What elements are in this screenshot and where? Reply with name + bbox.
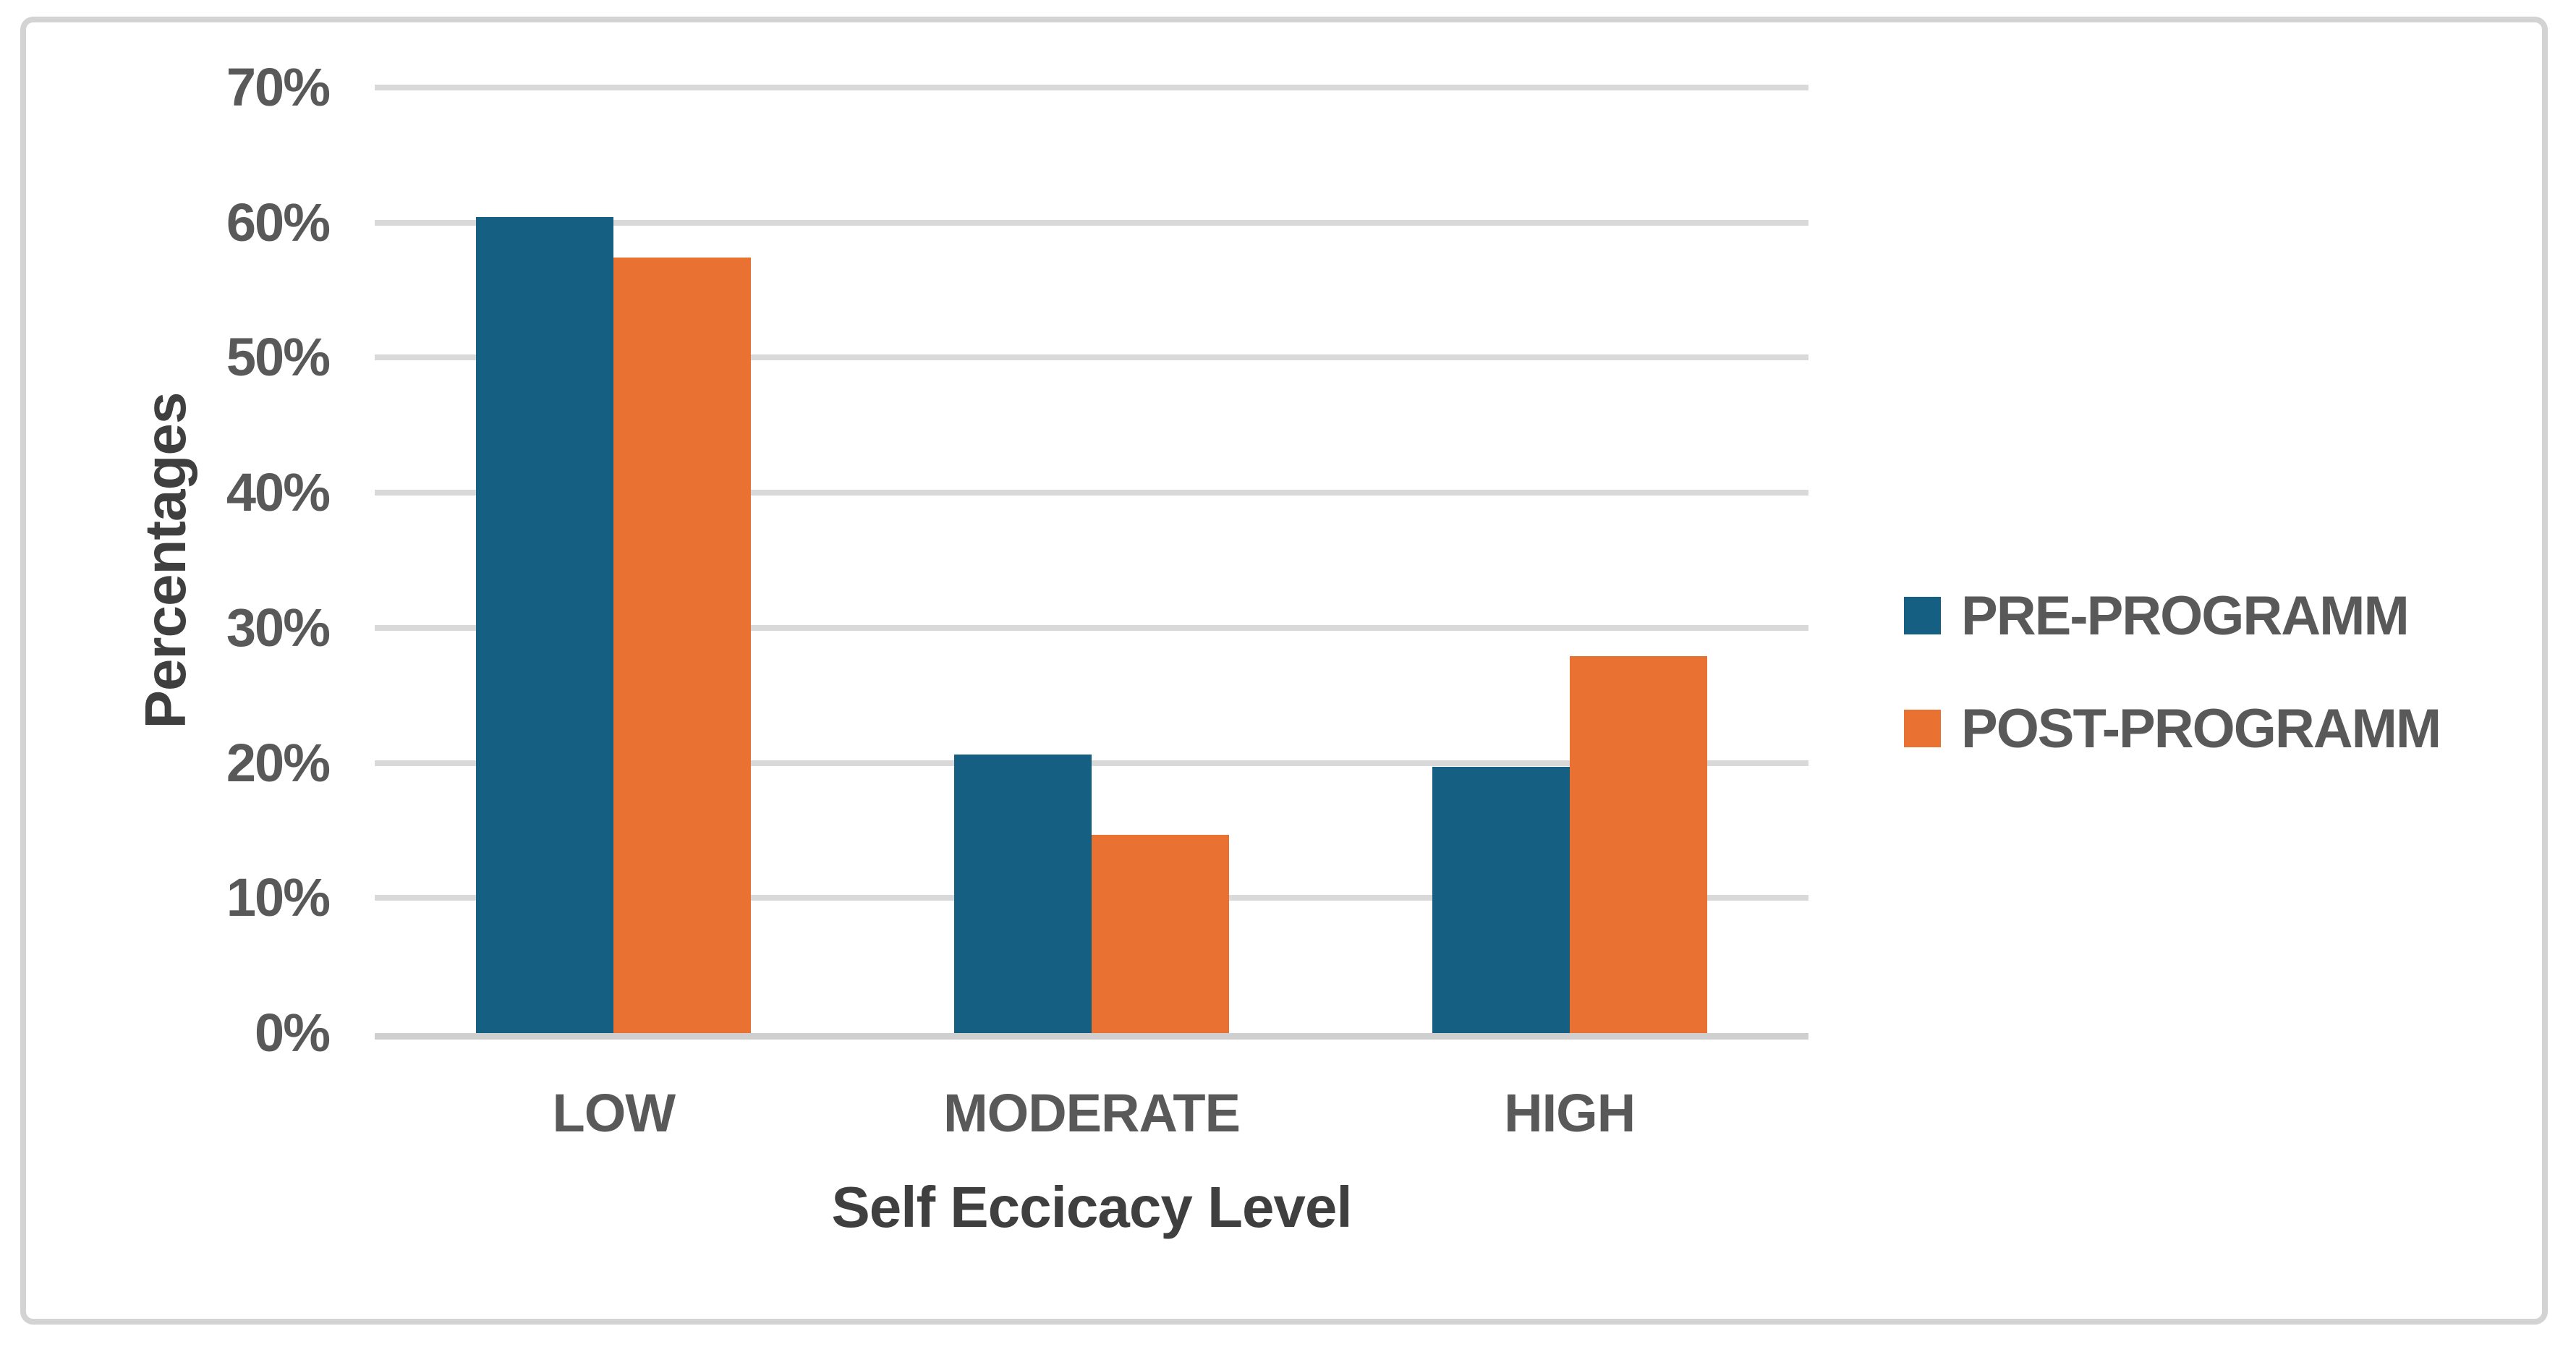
bar-pre-programm-high xyxy=(1432,767,1570,1033)
bar-pre-programm-low xyxy=(476,217,614,1033)
legend-swatch-post-programm xyxy=(1904,710,1941,747)
legend-swatch-pre-programm xyxy=(1904,597,1941,634)
y-tick-label-40: 40% xyxy=(226,462,331,523)
legend-label-post-programm: POST-PROGRAMM xyxy=(1961,697,2441,760)
y-tick-label-10: 10% xyxy=(226,867,331,928)
gridline-40 xyxy=(375,490,1808,496)
y-tick-label-60: 60% xyxy=(226,192,331,252)
x-category-label-high: HIGH xyxy=(1504,1083,1636,1143)
legend-item-pre-programm: PRE-PROGRAMM xyxy=(1904,578,2410,653)
x-axis-title: Self Eccicacy Level xyxy=(831,1175,1352,1239)
y-tick-label-50: 50% xyxy=(226,327,331,388)
bar-pre-programm-moderate xyxy=(954,755,1092,1033)
x-category-label-low: LOW xyxy=(552,1083,676,1143)
y-tick-label-0: 0% xyxy=(255,1003,331,1063)
legend-item-post-programm: POST-PROGRAMM xyxy=(1904,691,2441,766)
x-category-label-moderate: MODERATE xyxy=(943,1083,1241,1143)
gridline-60 xyxy=(375,219,1808,226)
y-tick-label-20: 20% xyxy=(226,732,331,793)
bar-post-programm-moderate xyxy=(1092,834,1229,1033)
legend-label-pre-programm: PRE-PROGRAMM xyxy=(1961,585,2410,647)
y-tick-label-30: 30% xyxy=(226,597,331,658)
y-tick-label-70: 70% xyxy=(226,57,331,117)
gridline-70 xyxy=(375,85,1808,90)
x-axis-line xyxy=(375,1033,1808,1040)
bar-post-programm-low xyxy=(613,258,752,1033)
bar-post-programm-high xyxy=(1569,656,1707,1033)
gridline-50 xyxy=(375,354,1808,361)
gridline-30 xyxy=(375,624,1808,631)
chart-border xyxy=(20,17,2548,1325)
gridline-20 xyxy=(375,760,1808,766)
